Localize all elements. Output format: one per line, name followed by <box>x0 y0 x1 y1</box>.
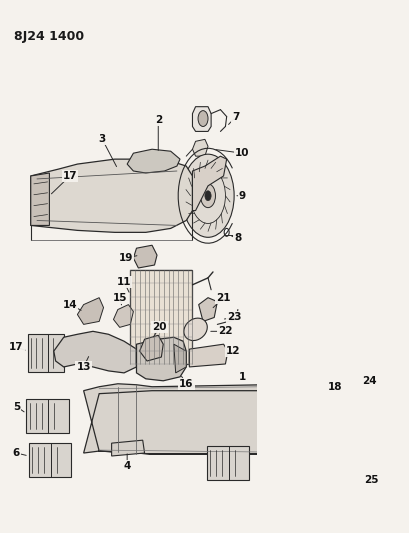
Text: 21: 21 <box>216 293 231 303</box>
Text: 18: 18 <box>328 382 343 392</box>
Polygon shape <box>130 270 193 364</box>
Polygon shape <box>31 173 49 225</box>
Polygon shape <box>54 332 137 373</box>
Text: 19: 19 <box>119 253 133 263</box>
Circle shape <box>200 184 216 208</box>
Polygon shape <box>127 149 180 173</box>
Ellipse shape <box>184 318 207 341</box>
Polygon shape <box>113 304 133 327</box>
Polygon shape <box>29 443 71 477</box>
Text: 14: 14 <box>63 300 77 310</box>
Circle shape <box>198 111 208 126</box>
Text: 3: 3 <box>99 134 106 144</box>
Circle shape <box>328 418 337 434</box>
Polygon shape <box>193 139 208 156</box>
Text: 13: 13 <box>76 362 91 372</box>
Polygon shape <box>199 297 217 321</box>
Polygon shape <box>27 399 69 433</box>
Polygon shape <box>28 334 64 372</box>
Text: 12: 12 <box>226 346 240 356</box>
Text: 16: 16 <box>179 379 193 389</box>
Text: 6: 6 <box>13 448 20 458</box>
Polygon shape <box>193 107 211 132</box>
Text: 24: 24 <box>362 376 377 386</box>
Text: 17: 17 <box>9 342 24 352</box>
Text: 22: 22 <box>218 326 233 336</box>
Polygon shape <box>189 344 228 367</box>
Text: 7: 7 <box>232 111 240 122</box>
Circle shape <box>224 229 229 236</box>
Text: 15: 15 <box>112 293 127 303</box>
Polygon shape <box>345 463 365 483</box>
Text: 1: 1 <box>238 372 246 382</box>
Text: 9: 9 <box>239 191 246 201</box>
Circle shape <box>205 191 211 201</box>
Polygon shape <box>31 159 193 232</box>
Circle shape <box>182 154 234 237</box>
Text: 2: 2 <box>155 115 162 125</box>
Text: 11: 11 <box>117 277 131 287</box>
Polygon shape <box>137 337 186 381</box>
Text: 8: 8 <box>234 233 241 243</box>
Text: 17: 17 <box>63 171 77 181</box>
Polygon shape <box>133 245 157 268</box>
Text: 8J24 1400: 8J24 1400 <box>14 30 84 44</box>
Circle shape <box>319 405 346 448</box>
Polygon shape <box>193 156 227 211</box>
Polygon shape <box>139 335 163 361</box>
Text: 10: 10 <box>235 148 249 158</box>
Polygon shape <box>112 440 144 456</box>
Polygon shape <box>77 297 103 325</box>
Polygon shape <box>174 344 186 373</box>
Text: 23: 23 <box>227 312 241 322</box>
Text: 5: 5 <box>13 401 20 411</box>
Circle shape <box>300 375 365 478</box>
Text: 4: 4 <box>124 461 131 471</box>
Polygon shape <box>207 446 249 480</box>
Text: 25: 25 <box>364 475 378 484</box>
Polygon shape <box>83 384 323 454</box>
Text: 20: 20 <box>152 322 167 333</box>
